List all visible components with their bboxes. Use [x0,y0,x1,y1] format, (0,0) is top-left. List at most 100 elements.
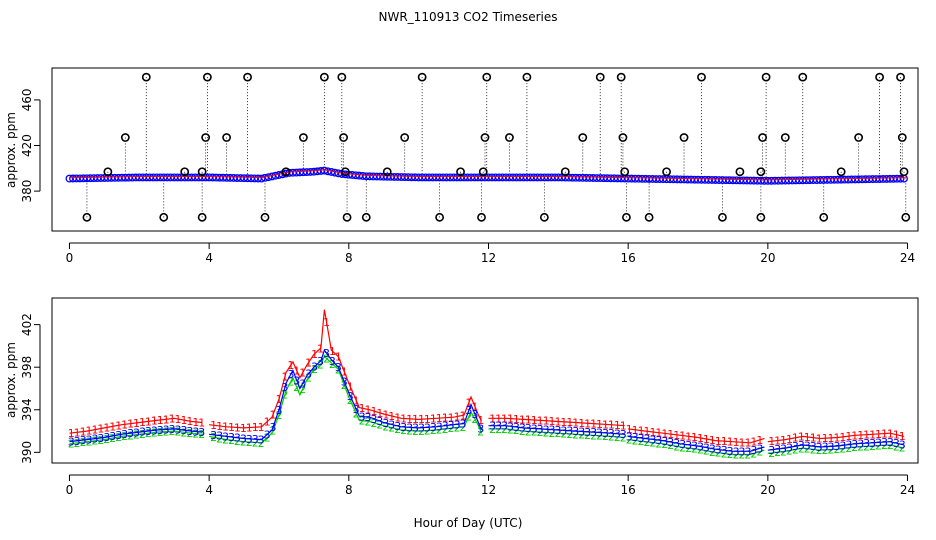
series-point-1: 1 [198,417,205,430]
series-point-3: 3 [750,444,757,457]
series-point-2: 2 [448,422,455,435]
outlier-point [197,167,207,177]
series-point-1: 1 [477,414,484,427]
series-point-1: 1 [614,419,621,432]
outlier-point [478,167,488,177]
series-point-1: 1 [727,436,734,449]
series-point-2: 2 [857,441,864,454]
series-point-2: 2 [531,426,538,439]
series-point-2: 2 [198,428,205,441]
series-point-1: 1 [816,432,823,445]
top-plot-frame [51,67,919,232]
series-point-3: 3 [264,428,271,441]
series-point-1: 1 [685,430,692,443]
series-point-2: 2 [388,422,395,435]
series-point-1: 1 [655,427,662,440]
series-point-2: 2 [442,423,449,436]
series-point-1: 1 [281,371,288,384]
series-point-3: 3 [786,441,793,454]
series-point-3: 3 [804,439,811,452]
series-point-2: 2 [228,434,235,447]
series-point-3: 3 [857,437,864,450]
y-tick-label: 394 [20,398,34,421]
series-point-3: 3 [833,440,840,453]
series-point-1: 1 [839,431,846,444]
series-point-3: 3 [376,415,383,428]
outlier-point [854,133,864,142]
series-point-3: 3 [169,423,176,436]
series-point-2: 2 [608,430,615,443]
series-point-3: 3 [121,428,128,441]
series-point-2: 2 [578,429,585,442]
series-point-1: 1 [448,411,455,424]
series-point-2: 2 [323,352,330,365]
series-point-3: 3 [180,424,187,437]
outlier-point [901,212,911,222]
outlier-point [560,167,570,177]
series-point-2: 2 [121,430,128,443]
outlier-point [899,167,909,177]
series-point-2: 2 [240,436,247,449]
series-point-2: 2 [839,443,846,456]
series-point-1: 1 [454,411,461,424]
x-tick-label: 12 [481,483,496,497]
outlier-point [400,133,410,142]
series-point-3: 3 [620,428,627,441]
series-point-3: 3 [537,423,544,436]
series-point-1: 1 [210,419,217,432]
series-point-2: 2 [739,448,746,461]
series-point-2: 2 [460,421,467,434]
series-point-2: 2 [234,435,241,448]
y-tick-label: 402 [20,313,34,336]
outlier-point [299,133,308,142]
outlier-point [897,133,907,142]
series-point-2: 2 [329,358,336,371]
series-point-1: 1 [109,420,116,433]
series-point-2: 2 [667,439,674,452]
series-point-2: 2 [465,410,472,423]
outlier-point [539,212,549,222]
series-point-3: 3 [572,425,579,438]
x-tick-label: 16 [621,251,636,265]
series-point-1: 1 [186,415,193,428]
series-point-3: 3 [679,438,686,451]
series-point-2: 2 [287,376,294,389]
series-point-2: 2 [264,432,271,445]
outlier-point [120,133,130,142]
outlier-point [477,212,486,222]
series-point-3: 3 [305,368,312,381]
series-point-3: 3 [477,422,484,435]
x-tick-label: 12 [481,251,496,265]
series-point-1: 1 [792,432,799,445]
series-point-3: 3 [341,376,348,389]
outlier-point [82,212,92,222]
series-point-3: 3 [175,423,182,436]
series-point-1: 1 [899,430,906,443]
series-point-2: 2 [626,434,633,447]
series-point-1: 1 [175,413,182,426]
series-point-3: 3 [507,420,514,433]
series-point-3: 3 [406,421,413,434]
series-point-3: 3 [697,440,704,453]
series-point-1: 1 [804,431,811,444]
series-point-1: 1 [875,428,882,441]
outlier-point [342,212,352,222]
outlier-point [505,133,514,142]
series-point-2: 2 [816,444,823,457]
series-point-2: 2 [275,409,282,422]
series-point-2: 2 [400,424,407,437]
series-point-3: 3 [673,437,680,450]
series-point-1: 1 [543,415,550,428]
series-point-2: 2 [822,444,829,457]
series-point-3: 3 [424,421,431,434]
series-point-3: 3 [578,425,585,438]
series-point-2: 2 [543,426,550,439]
series-point-3: 3 [875,436,882,449]
series-point-1: 1 [584,417,591,430]
series-point-1: 1 [436,412,443,425]
series-point-1: 1 [234,421,241,434]
series-point-2: 2 [750,447,757,460]
series-point-1: 1 [566,416,573,429]
series-point-3: 3 [454,418,461,431]
series-point-1: 1 [240,422,247,435]
